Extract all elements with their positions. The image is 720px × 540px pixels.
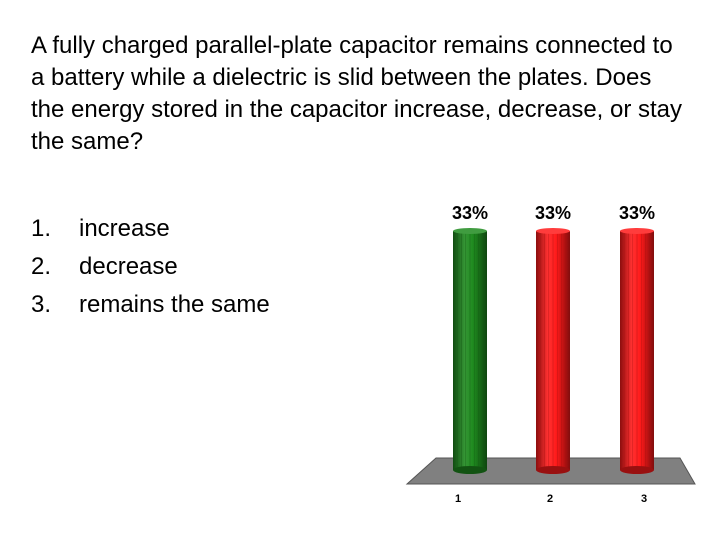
bar-top <box>453 228 487 234</box>
answer-number: 1. <box>31 215 52 242</box>
bar-base <box>453 466 487 474</box>
bar-base <box>536 466 570 474</box>
data-label: 33% <box>535 203 571 223</box>
bar-base <box>620 466 654 474</box>
answer-text: decrease <box>79 253 178 280</box>
answer-text: increase <box>79 215 170 242</box>
x-tick-label: 1 <box>455 493 461 505</box>
x-tick-label: 3 <box>641 493 647 505</box>
bar-top <box>536 228 570 234</box>
data-label: 33% <box>619 203 655 223</box>
bar-top <box>620 228 654 234</box>
question-text: A fully charged parallel-plate capacitor… <box>31 32 683 155</box>
answer-option: 2. decrease <box>31 248 270 286</box>
x-tick-label: 2 <box>547 493 553 505</box>
answer-number: 2. <box>31 253 52 280</box>
answer-number: 3. <box>31 291 52 318</box>
answer-list: 1. increase 2. decrease 3. remains the s… <box>31 210 270 324</box>
answer-text: remains the same <box>79 291 270 318</box>
data-label: 33% <box>452 203 488 223</box>
answer-option: 1. increase <box>31 210 270 248</box>
answer-option: 3. remains the same <box>31 286 270 324</box>
